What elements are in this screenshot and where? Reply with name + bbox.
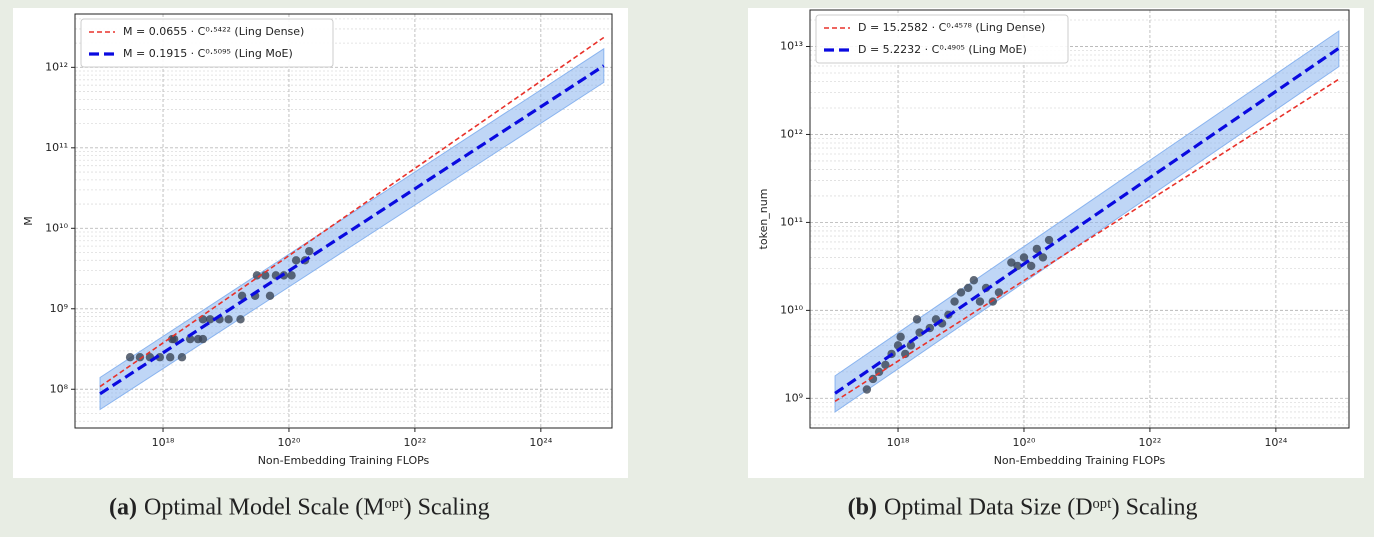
caption-label: (a) <box>109 495 137 521</box>
fit-line <box>99 36 605 388</box>
data-point <box>868 374 878 384</box>
data-point <box>862 385 872 394</box>
data-point <box>1026 261 1036 271</box>
data-point <box>236 315 245 324</box>
data-point <box>287 271 296 280</box>
data-point <box>224 315 233 324</box>
data-point <box>988 297 998 306</box>
data-point <box>915 328 924 337</box>
x-tick-label: 10²⁰ <box>278 436 301 449</box>
data-point <box>135 353 145 362</box>
y-tick-label: 10⁹ <box>785 391 803 404</box>
caption: Optimal Model Scale (Mᵒᵖᵗ) Scaling <box>144 495 490 521</box>
x-tick-label: 10²⁴ <box>1264 436 1287 449</box>
fit-line <box>834 78 1340 402</box>
x-tick-label: 10²² <box>1139 436 1162 449</box>
data-point <box>261 271 270 280</box>
data-point <box>950 297 959 306</box>
data-point <box>125 353 135 362</box>
plot-frame <box>809 9 1350 429</box>
caption-label: (b) <box>848 495 877 521</box>
legend-label: D = 5.2232 · C⁰·⁴⁹⁰⁵ (Ling MoE) <box>858 43 1027 56</box>
data-point <box>1019 253 1029 262</box>
data-point <box>881 360 890 370</box>
data-point <box>177 353 187 362</box>
x-axis-label: Non-Embedding Training FLOPs <box>994 454 1166 467</box>
data-point <box>906 341 916 350</box>
data-point <box>198 334 208 344</box>
legend-label: M = 0.0655 · C⁰·⁵⁴²² (Ling Dense) <box>123 25 304 38</box>
y-tick-label: 10¹³ <box>780 40 803 53</box>
x-tick-label: 10¹⁸ <box>887 436 910 449</box>
legend-label: D = 15.2582 · C⁰·⁴⁵⁷⁸ (Ling Dense) <box>858 21 1045 34</box>
y-axis-label: token_num <box>757 189 770 250</box>
data-point <box>901 349 910 359</box>
fit-line <box>834 46 1340 395</box>
data-point <box>265 291 275 300</box>
data-point <box>912 315 922 324</box>
y-tick-label: 10⁸ <box>50 382 69 395</box>
plot-frame <box>74 13 613 429</box>
data-point <box>994 288 1004 297</box>
data-point <box>1038 253 1048 262</box>
y-tick-label: 10¹² <box>780 127 803 140</box>
x-tick-label: 10²⁰ <box>1013 436 1036 449</box>
data-point <box>1007 258 1016 267</box>
data-point <box>305 246 314 256</box>
legend-box <box>815 14 1069 64</box>
y-tick-label: 10¹⁰ <box>780 303 803 316</box>
data-point <box>1032 244 1042 254</box>
data-point <box>963 283 973 293</box>
y-tick-label: 10¹² <box>45 60 68 73</box>
data-point <box>165 353 175 362</box>
data-point <box>975 297 985 306</box>
x-tick-label: 10²² <box>403 436 426 449</box>
data-point <box>237 291 247 300</box>
legend-box <box>80 18 334 68</box>
data-point <box>969 276 979 285</box>
data-point <box>185 334 195 344</box>
x-axis-label: Non-Embedding Training FLOPs <box>258 454 430 467</box>
data-point <box>252 271 262 280</box>
y-axis-label: M <box>22 216 35 226</box>
x-tick-label: 10¹⁸ <box>152 436 175 449</box>
data-point <box>896 332 905 342</box>
data-point <box>169 334 179 344</box>
y-tick-label: 10⁹ <box>50 302 68 315</box>
caption: Optimal Data Size (Dᵒᵖᵗ) Scaling <box>884 495 1198 521</box>
y-tick-label: 10¹¹ <box>780 215 803 228</box>
data-point <box>1044 235 1054 245</box>
data-point <box>956 288 966 297</box>
x-tick-label: 10²⁴ <box>529 436 552 449</box>
y-tick-label: 10¹⁰ <box>45 221 68 234</box>
fit-line <box>99 64 605 396</box>
data-point <box>291 256 301 265</box>
legend-label: M = 0.1915 · C⁰·⁵⁰⁹⁵ (Ling MoE) <box>123 47 293 60</box>
y-tick-label: 10¹¹ <box>45 141 68 154</box>
data-point <box>205 315 215 324</box>
